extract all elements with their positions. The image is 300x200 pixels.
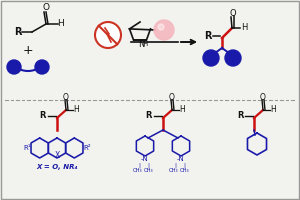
Text: O: O [63, 92, 69, 102]
Text: O: O [43, 2, 50, 11]
Text: H: H [241, 23, 247, 32]
Text: -N: -N [177, 156, 185, 162]
Circle shape [225, 50, 241, 66]
Text: O: O [260, 92, 266, 102]
Text: |: | [138, 162, 140, 168]
Text: CH₃: CH₃ [133, 168, 143, 172]
Circle shape [35, 60, 49, 74]
Circle shape [95, 22, 121, 48]
Text: -N: -N [141, 156, 149, 162]
Text: CH₃: CH₃ [180, 168, 190, 172]
Text: R: R [40, 112, 46, 120]
Text: H: H [73, 106, 79, 114]
Text: R¹: R¹ [23, 145, 30, 151]
Text: O: O [169, 92, 175, 102]
Text: +: + [23, 44, 33, 56]
Text: R²: R² [83, 145, 91, 151]
Text: R: R [14, 27, 22, 37]
Text: R: R [204, 31, 212, 41]
Text: H: H [142, 41, 148, 47]
Text: R: R [237, 112, 243, 120]
Text: X = O, NR₄: X = O, NR₄ [36, 164, 78, 170]
Text: H: H [57, 20, 63, 28]
Text: CH₃: CH₃ [144, 168, 154, 172]
Text: |: | [147, 162, 149, 168]
Text: X: X [54, 152, 60, 160]
Circle shape [203, 50, 219, 66]
Text: H: H [179, 106, 185, 114]
Circle shape [7, 60, 21, 74]
Text: CH₃: CH₃ [169, 168, 179, 172]
Text: |: | [183, 162, 185, 168]
Circle shape [154, 20, 174, 40]
Text: N: N [138, 40, 144, 49]
Text: H: H [270, 106, 276, 114]
Text: O: O [230, 8, 236, 18]
Text: R: R [146, 112, 152, 120]
Text: |: | [174, 162, 176, 168]
Circle shape [158, 24, 164, 30]
